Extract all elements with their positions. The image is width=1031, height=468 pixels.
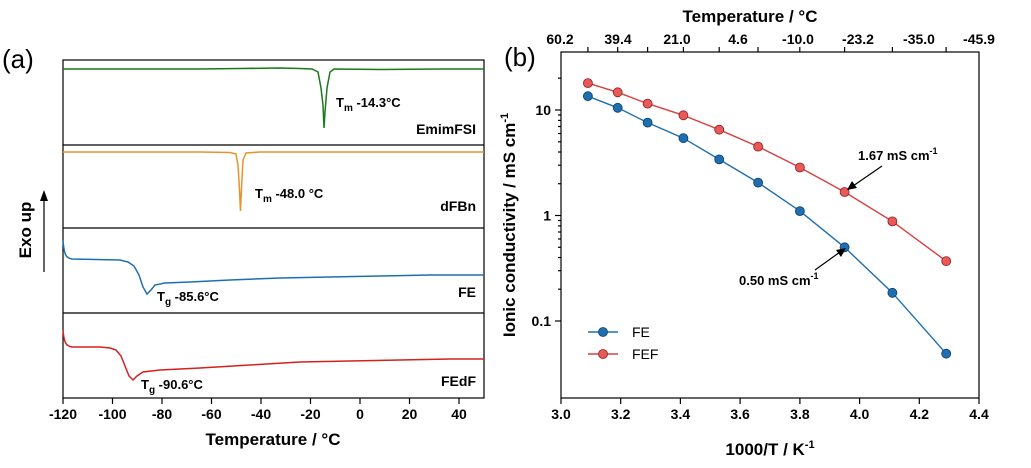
annotation-emimfsi: Tm -14.3°C [336, 95, 401, 114]
curve-name-dfbn: dFBn [440, 198, 476, 214]
top-tick-label: -35.0 [903, 31, 935, 47]
panel-b-top-tick-labels: 60.2 39.4 21.0 4.6 -10.0 -23.2 -35.0 -45… [546, 31, 995, 47]
annotation-fe-value: 0.50 mS cm-1 [739, 271, 819, 288]
series-line-fe [587, 95, 947, 355]
data-point-fef [612, 87, 623, 98]
data-point-fe [678, 133, 689, 144]
legend-item-fef: FEF [588, 346, 658, 362]
data-point-fef [714, 124, 725, 135]
panel-b-label: (b) [504, 42, 536, 72]
xtick-label: 4.2 [910, 406, 930, 422]
annotation-arrow-fef [847, 165, 883, 190]
legend-label: FEF [632, 346, 658, 362]
top-tick-label: -10.0 [782, 31, 814, 47]
panel-b-frame [560, 51, 980, 399]
xtick-label: -40 [251, 406, 271, 422]
xtick-label: -20 [300, 406, 320, 422]
data-point-fef [753, 141, 763, 152]
data-point-fef [642, 98, 653, 109]
xtick-label: 3.4 [671, 406, 691, 422]
xtick-label: -100 [98, 406, 126, 422]
xtick-label: 3.0 [551, 406, 571, 422]
xtick-label: 3.8 [790, 406, 810, 422]
ytick-label: 10 [535, 102, 551, 118]
data-point-fef [839, 187, 850, 197]
xtick-label: 20 [402, 406, 418, 422]
data-point-fef [583, 78, 593, 88]
data-point-fe [583, 91, 593, 102]
legend: FE FEF [588, 324, 658, 362]
xtick-label: 4.4 [969, 406, 989, 422]
panel-a-xaxis [62, 398, 460, 404]
panel-b-series [583, 78, 952, 359]
data-point-fef [795, 162, 805, 173]
panel-b-top-axis-title: Temperature / °C [683, 7, 818, 26]
panel-a-label: (a) [2, 44, 34, 74]
annotation-fe: Tg -85.6°C [157, 289, 220, 308]
data-point-fe [714, 154, 725, 165]
curve-name-emimfsi: EmimFSI [416, 121, 476, 137]
xtick-label: 3.6 [730, 406, 750, 422]
data-point-fe [753, 177, 763, 188]
curve-fedf [62, 329, 484, 382]
data-point-fe [795, 206, 805, 217]
panel-a-ylabel: Exo up [16, 202, 35, 259]
legend-label: FE [632, 324, 650, 340]
top-tick-label: -45.9 [963, 31, 995, 47]
xtick-label: -60 [201, 406, 221, 422]
panel-b-ylabel: Ionic conductivity / mS cm-1 [499, 113, 519, 337]
top-tick-label: 60.2 [546, 31, 573, 47]
panel-b-yaxis [555, 77, 561, 322]
panel-b-top-ticks [587, 47, 947, 52]
curve-fe [62, 239, 484, 296]
xtick-label: -120 [49, 406, 77, 422]
curve-emimfsi [63, 67, 484, 129]
data-point-fe [612, 102, 623, 113]
panel-b-xaxis [560, 398, 980, 404]
panel-b-xlabel: 1000/T / K-1 [725, 439, 814, 459]
panel-b-xtick-labels: 3.0 3.2 3.4 3.6 3.8 4.0 4.2 4.4 [551, 406, 989, 422]
series-line-fef [587, 82, 947, 262]
annotation-dfbn: Tm -48.0 °C [255, 186, 324, 205]
curve-name-fe: FE [458, 284, 476, 300]
data-point-fe [941, 348, 952, 359]
xtick-label: 40 [451, 406, 467, 422]
top-tick-label: 21.0 [663, 31, 690, 47]
data-point-fef [678, 110, 689, 121]
panel-a-xtick-labels: -120 -100 -80 -60 -40 -20 0 20 40 [49, 406, 467, 422]
panel-a-frame [62, 59, 485, 399]
data-point-fe [642, 117, 653, 128]
curve-dfbn [63, 151, 484, 212]
annotation-arrow-fe [814, 248, 846, 271]
annotation-fedf: Tg -90.6°C [141, 377, 204, 396]
top-tick-label: -23.2 [842, 31, 874, 47]
panel-a-xlabel: Temperature / °C [206, 430, 341, 449]
data-point-fe [887, 287, 898, 298]
ytick-label: 0.1 [532, 313, 552, 329]
top-tick-label: 39.4 [604, 31, 631, 47]
panel-b-ytick-labels: 0.1 1 10 [532, 102, 552, 329]
top-tick-label: 4.6 [728, 31, 748, 47]
data-point-fef [941, 256, 952, 267]
data-point-fef [887, 216, 898, 227]
xtick-label: 0 [356, 406, 364, 422]
xtick-label: -80 [152, 406, 172, 422]
legend-item-fe: FE [588, 324, 650, 340]
exo-up-arrow-icon [40, 190, 48, 272]
curve-name-fedf: FEdF [441, 373, 476, 389]
annotation-fef-value: 1.67 mS cm-1 [858, 146, 938, 163]
xtick-label: 4.0 [850, 406, 870, 422]
xtick-label: 3.2 [611, 406, 631, 422]
ytick-label: 1 [543, 208, 551, 224]
